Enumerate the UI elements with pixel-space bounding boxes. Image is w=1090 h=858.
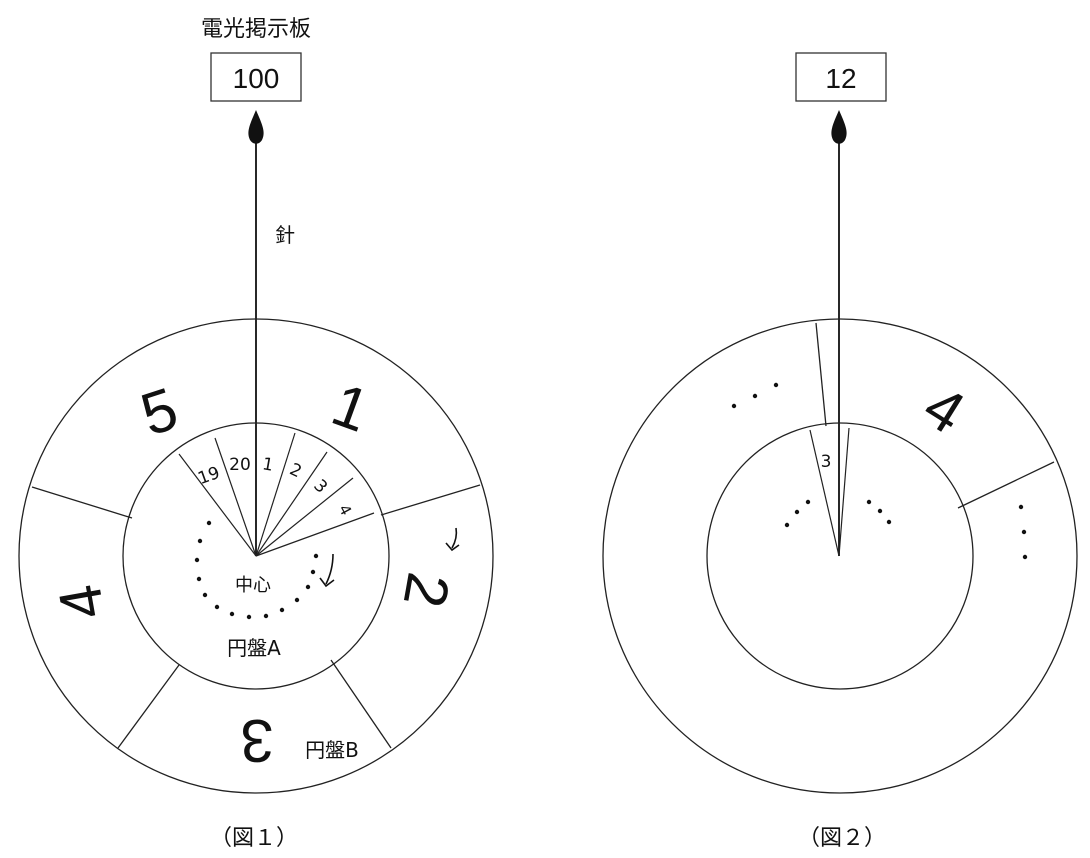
disc-a-spoke <box>178 453 257 557</box>
inner-number: 3 <box>309 476 331 498</box>
board-title: 電光掲示板 <box>201 17 311 42</box>
disc-b-divider-3 <box>117 664 180 749</box>
disc-b-outer <box>602 318 1078 794</box>
disc-b-label: 円盤B <box>305 738 359 762</box>
rotation-arrow-head-icon <box>319 577 335 588</box>
figure-2: 12 3 4 （図２） <box>602 52 1078 851</box>
inner-number: 19 <box>195 463 222 489</box>
board-value: 100 <box>233 63 280 94</box>
disc-b-divider <box>815 322 827 427</box>
disc-b-divider-4 <box>31 486 133 519</box>
inner-number: 1 <box>261 454 275 476</box>
inner-number: 4 <box>335 502 355 519</box>
rotation-arrow-icon <box>451 527 458 549</box>
disc-a-spoke <box>255 451 328 557</box>
disc-a-edge <box>706 422 974 690</box>
disc-a-spoke <box>809 429 840 557</box>
outer-number: 2 <box>391 568 463 613</box>
board-box <box>210 52 302 102</box>
disc-a-spoke <box>255 477 354 557</box>
dotted-arc <box>194 520 319 620</box>
disc-a-spoke <box>838 427 850 557</box>
center-label: 中心 <box>235 575 271 596</box>
disc-a-edge <box>122 422 390 690</box>
outer-number: 4 <box>46 580 118 625</box>
disc-b-outer <box>18 318 494 794</box>
disc-b-divider <box>957 461 1055 509</box>
outer-number: 3 <box>240 707 273 774</box>
disc-a-label: 円盤A <box>227 636 281 660</box>
needle-tip-icon <box>831 110 847 144</box>
ellipsis-dots <box>731 382 1028 560</box>
rotation-arrow-icon <box>325 553 334 585</box>
inner-number: 3 <box>821 452 832 472</box>
outer-number: 1 <box>324 370 378 444</box>
disc-b-divider-2 <box>330 659 392 749</box>
figure-1-caption: （図１） <box>210 826 298 851</box>
inner-number: 2 <box>286 460 304 483</box>
inner-number: 20 <box>229 455 251 475</box>
needle-label: 針 <box>275 223 295 247</box>
outer-number: 5 <box>133 375 185 449</box>
rotation-arrow-head-icon <box>445 542 460 552</box>
figure-1: 電光掲示板 100 針 19 20 1 2 3 4 <box>18 17 494 851</box>
board-box <box>795 52 887 102</box>
figure-2-caption: （図２） <box>798 826 886 851</box>
outer-number: 4 <box>912 372 976 447</box>
board-value: 12 <box>825 63 856 94</box>
disc-a-spoke <box>214 437 257 557</box>
disc-b-divider-1 <box>380 484 481 516</box>
needle-tip-icon <box>248 110 264 144</box>
disc-a-spoke <box>255 432 296 557</box>
disc-a-spoke <box>255 512 375 557</box>
